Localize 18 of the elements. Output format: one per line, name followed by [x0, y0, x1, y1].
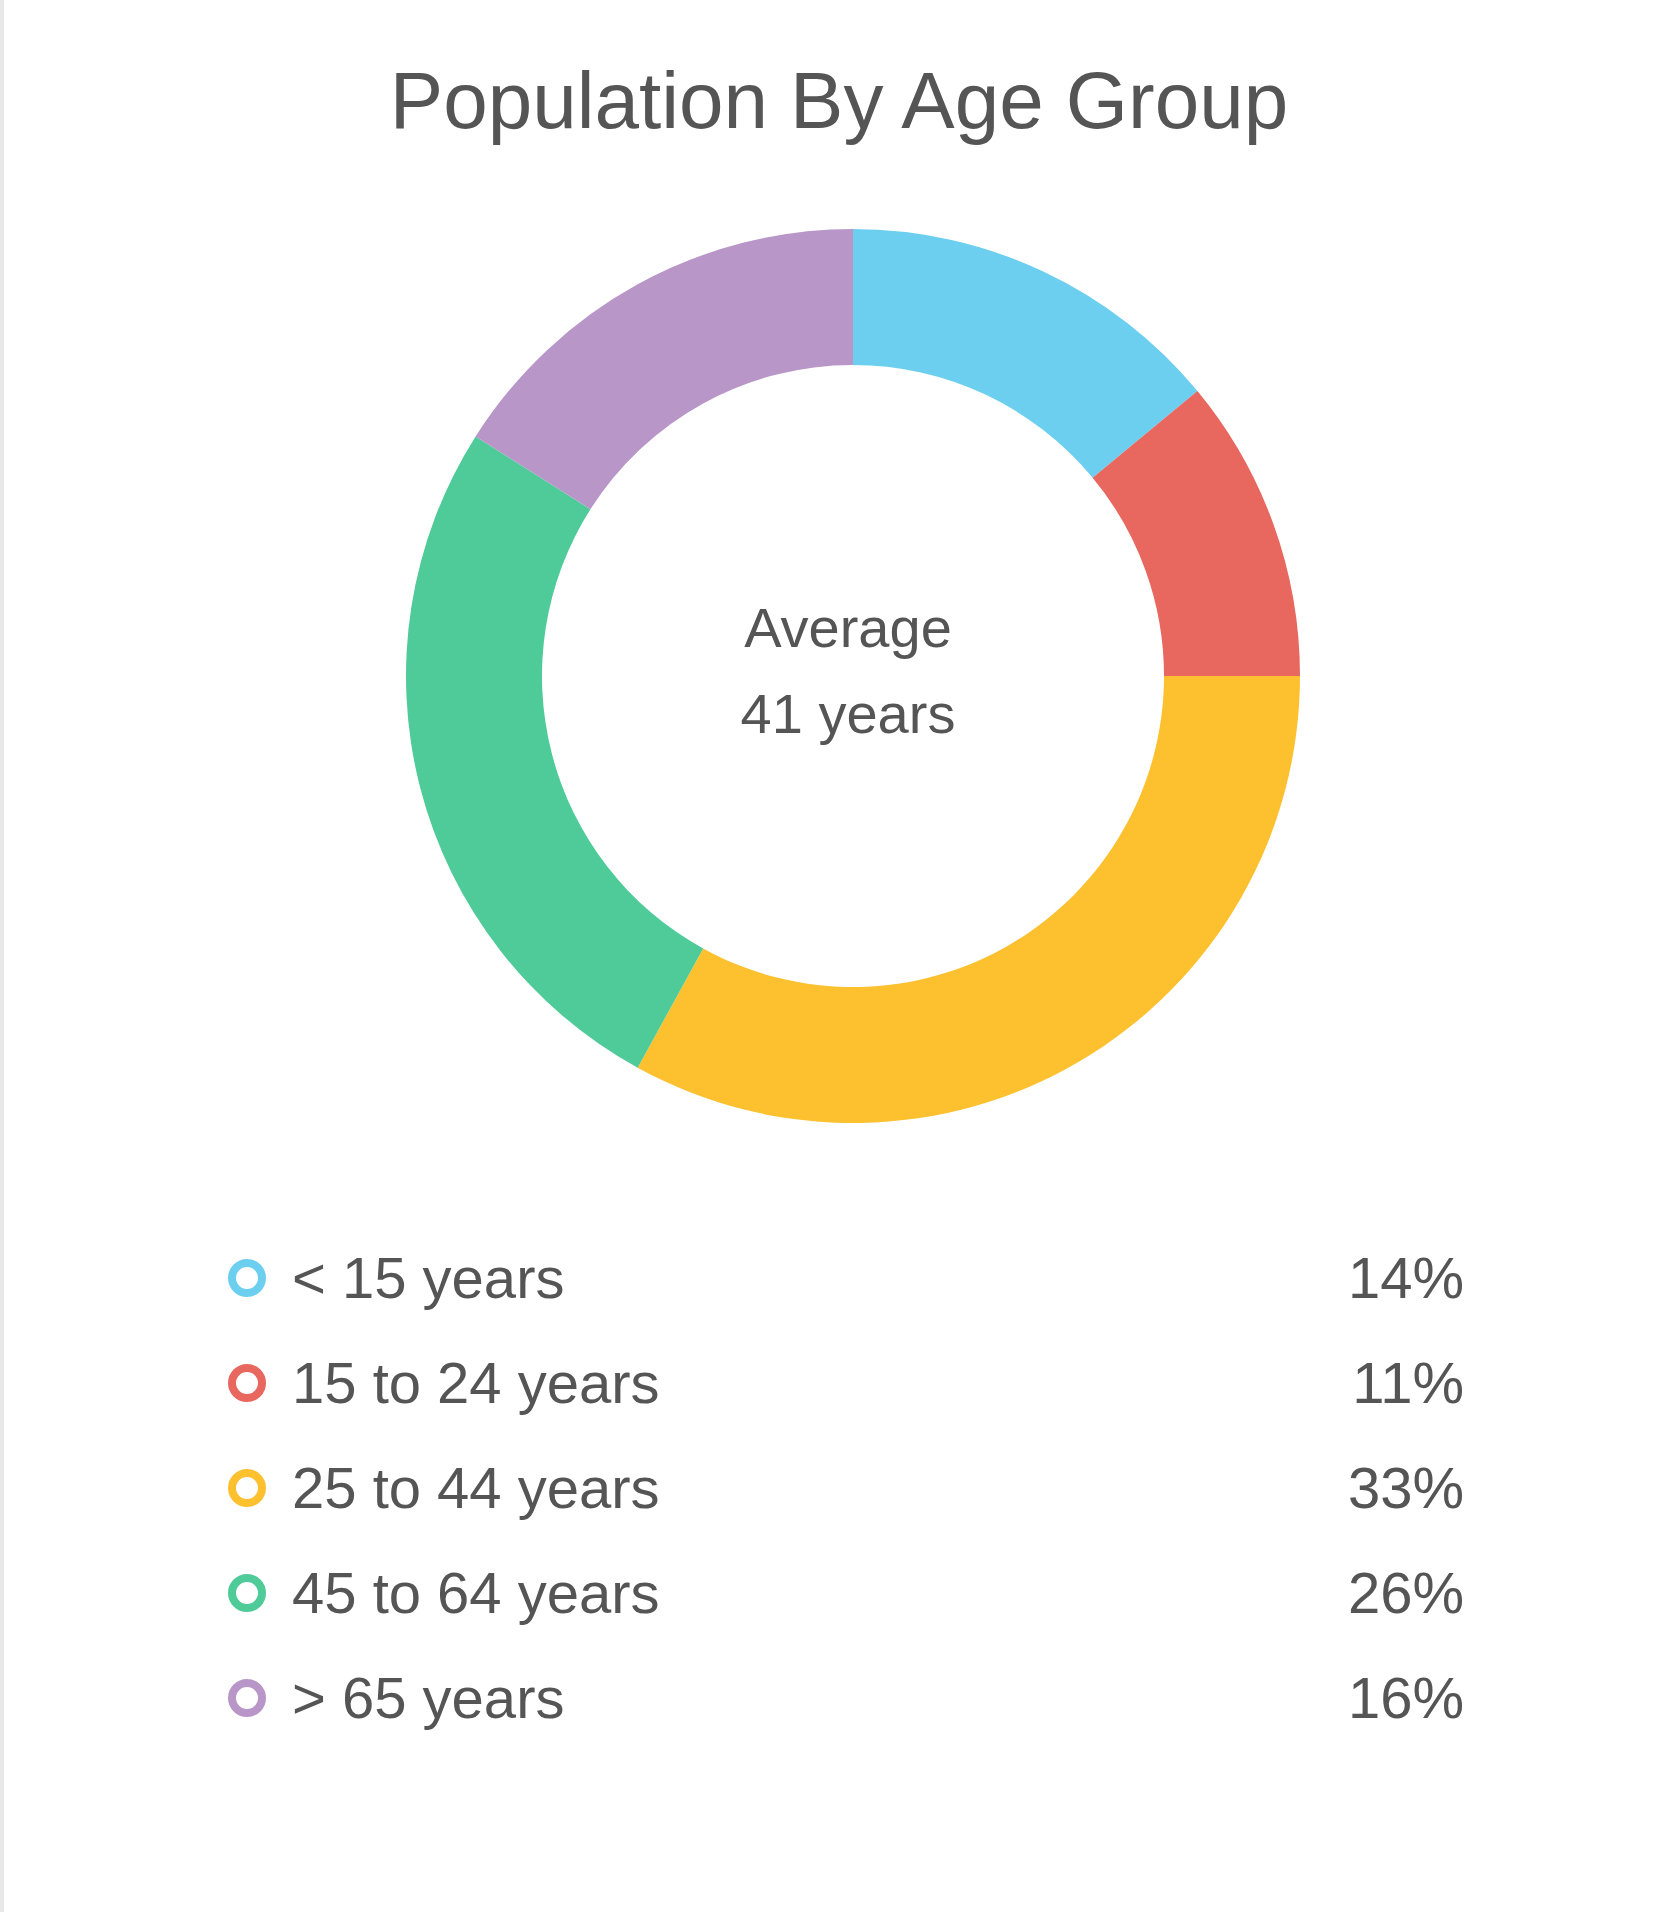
data-label: 16%: [1347, 1664, 1464, 1731]
data-label: 26%: [1347, 1559, 1464, 1626]
chart-title: Population By Age Group: [388, 55, 1290, 147]
legend-label: < 15 years: [292, 1244, 566, 1311]
data-label: 14%: [1347, 1244, 1464, 1311]
legend-label: 25 to 44 years: [292, 1454, 661, 1521]
data-label: 11%: [1352, 1349, 1464, 1416]
legend-label: > 65 years: [292, 1664, 566, 1731]
text: 41 years: [739, 681, 957, 747]
donut-slice: [475, 229, 853, 510]
data-label: 33%: [1347, 1454, 1464, 1521]
donut-slice: [1092, 391, 1300, 676]
donut-slice: [853, 229, 1198, 478]
donut-slice: [406, 436, 704, 1068]
text: Average: [743, 595, 953, 661]
legend-label: 45 to 64 years: [292, 1559, 661, 1626]
legend-label: 15 to 24 years: [292, 1349, 661, 1416]
donut-slice: [637, 676, 1300, 1123]
